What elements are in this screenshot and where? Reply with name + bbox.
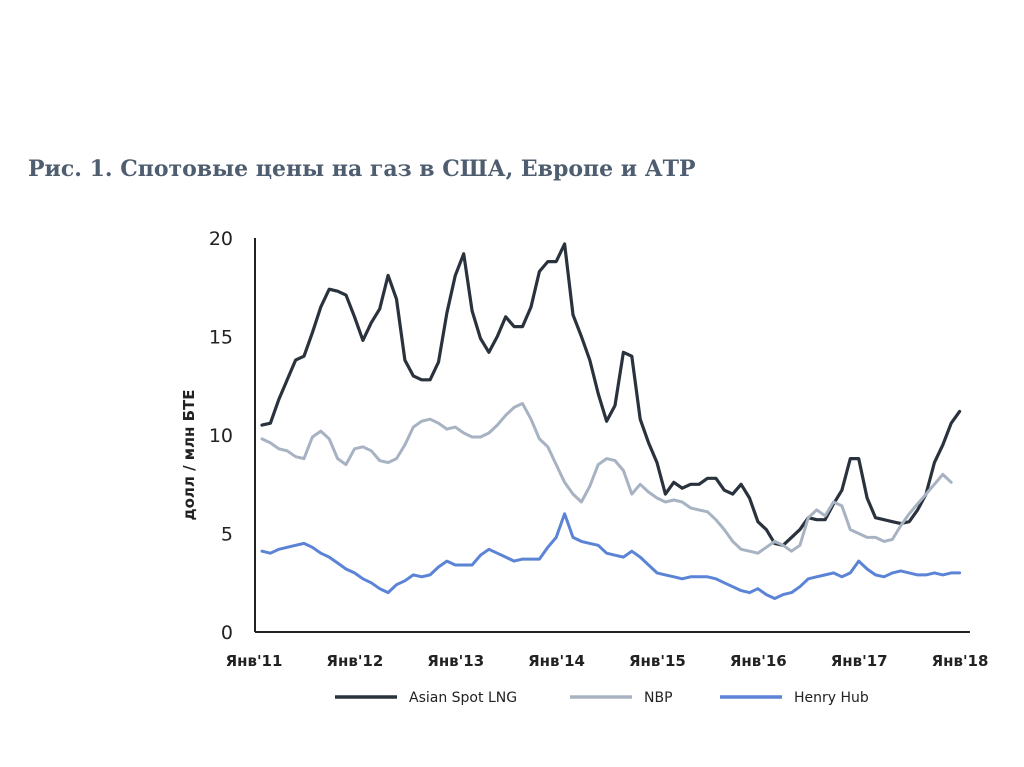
legend-item: Asian Spot LNG xyxy=(335,690,517,706)
legend-label: Henry Hub xyxy=(794,690,869,706)
x-tick-label: Янв'16 xyxy=(730,652,787,670)
legend-label: NBP xyxy=(644,690,673,706)
chart-title: Рис. 1. Спотовые цены на газ в США, Евро… xyxy=(28,156,696,182)
x-tick-label: Янв'14 xyxy=(528,652,585,670)
x-tick-label: Янв'18 xyxy=(932,652,989,670)
y-tick-label: 0 xyxy=(221,622,233,644)
series-line-asian-spot-lng xyxy=(260,242,962,547)
x-tick-label: Янв'13 xyxy=(427,652,484,670)
x-ticks: Янв'11 Янв'12 Янв'13 Янв'14 Янв'15 Янв'16 Янв'… xyxy=(226,652,989,670)
y-tick-label: 5 xyxy=(221,524,233,546)
legend-label: Asian Spot LNG xyxy=(409,690,517,706)
x-tick-label: Янв'15 xyxy=(629,652,686,670)
y-tick-label: 20 xyxy=(209,228,233,250)
x-tick-label: Янв'17 xyxy=(831,652,888,670)
y-tick-label: 10 xyxy=(209,425,233,447)
legend-item: Henry Hub xyxy=(720,690,869,706)
legend: Asian Spot LNG NBP Henry Hub xyxy=(335,690,869,706)
legend-item: NBP xyxy=(570,690,673,706)
x-tick-label: Янв'12 xyxy=(326,652,383,670)
series-line-henry-hub xyxy=(260,512,962,600)
x-tick-label: Янв'11 xyxy=(226,652,283,670)
y-axis-label: долл / млн БТЕ xyxy=(180,389,198,520)
series-lines xyxy=(260,242,962,600)
y-ticks: 0 5 10 15 20 xyxy=(209,228,233,644)
series-line-nbp xyxy=(260,402,953,555)
y-tick-label: 15 xyxy=(209,327,233,349)
